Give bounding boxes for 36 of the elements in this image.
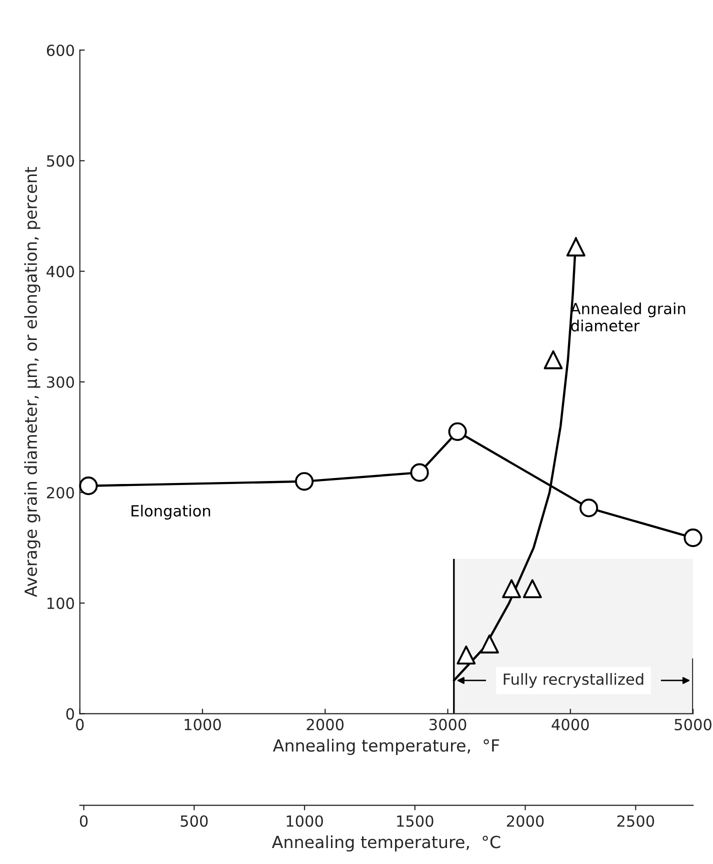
x-tick-label: 3000 [429,718,466,730]
band-label: Fully recrystallized [504,673,644,688]
y-tick-label: 400 [46,266,74,278]
x2-tick-label: 1000 [286,815,323,827]
x-axis-title: Annealing temperature, °F [272,738,500,755]
x-tick-label: 0 [76,718,84,730]
x2-tick-label: 2000 [506,815,544,827]
point [502,579,522,598]
y-tick-label: 500 [47,155,74,167]
point [480,634,499,654]
point [79,476,98,496]
series-label: Elongation [132,504,210,520]
point [410,463,429,482]
y-tick-label: 0 [66,708,74,720]
x-tick-label: 1000 [184,718,221,730]
x2-tick-label: 0 [80,815,88,827]
point [684,528,702,548]
point [544,350,563,370]
x2-tick-label: 2500 [617,815,654,827]
x2-axis-title: Annealing temperature, °C [272,835,500,852]
point [294,472,314,491]
point [579,498,598,518]
point [522,579,542,598]
point [448,422,467,441]
y-tick-label: 200 [46,486,74,498]
y-tick-label: 100 [48,598,74,610]
x2-tick-label: 1500 [397,815,434,827]
y-tick-label: 300 [47,376,74,388]
x-tick-label: 4000 [552,718,589,730]
point [566,237,586,256]
x-tick-label: 2000 [306,718,344,730]
y-axis-title: Average grain diameter, µm, or elongation, percent [24,166,40,598]
x-tick-label: 5000 [674,718,712,730]
point [456,646,476,665]
y-tick-label: 600 [46,44,74,56]
x2-tick-label: 500 [180,815,208,827]
